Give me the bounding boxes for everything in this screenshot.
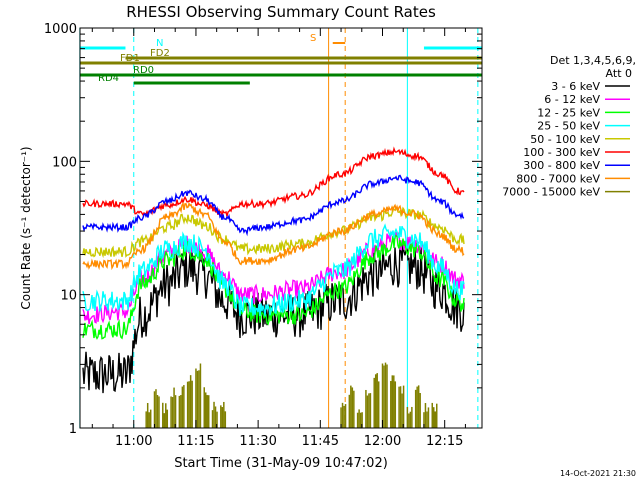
series-5-line	[82, 146, 465, 218]
legend-label-7: 800 - 7000 keV	[516, 172, 600, 185]
timestamp: 14-Oct-2021 21:30	[560, 469, 636, 478]
flag-label-s: S	[310, 33, 316, 44]
series-6	[82, 174, 465, 237]
x-axis-label: Start Time (31-May-09 10:47:02)	[174, 456, 388, 471]
y-tick-label-1: 10	[60, 289, 77, 304]
legend-header-line-2: Att 0	[606, 67, 632, 80]
series-4	[82, 206, 465, 259]
flag-label-rd0: RD0	[133, 65, 154, 76]
series-7-line	[82, 201, 465, 271]
x-tick-label-0: 11:00	[115, 434, 152, 449]
legend-header-line-1: Det 1,3,4,5,6,9,	[550, 54, 636, 67]
legend-label-4: 50 - 100 keV	[530, 133, 600, 146]
plot-frame	[79, 27, 483, 429]
chart-title: RHESSI Observing Summary Count Rates	[126, 3, 436, 21]
series-2-line	[82, 234, 465, 340]
y-tick-label-0: 1	[69, 422, 77, 437]
x-tick-label-5: 12:15	[426, 434, 463, 449]
series-7	[82, 201, 465, 271]
flag-label-n: N	[156, 38, 163, 49]
series-4-line	[82, 206, 465, 259]
flag-bars: NFD1FD2RD0RD4S	[79, 33, 482, 85]
series-3	[82, 223, 465, 317]
legend-label-1: 6 - 12 keV	[544, 93, 600, 106]
legend-label-2: 12 - 25 keV	[537, 106, 600, 119]
series-8	[145, 362, 438, 428]
legend-label-5: 100 - 300 keV	[523, 146, 600, 159]
flag-label-fd2: FD2	[150, 48, 170, 59]
y-axis-label: Count Rate (s⁻¹ detector⁻¹)	[19, 146, 33, 309]
y-tick-label-3: 1000	[44, 22, 77, 37]
series-layer	[82, 146, 465, 428]
legend-label-6: 300 - 800 keV	[523, 159, 600, 172]
x-tick-label-2: 11:30	[239, 434, 276, 449]
x-tick-label-4: 12:00	[364, 434, 401, 449]
legend-label-0: 3 - 6 keV	[551, 80, 600, 93]
series-3-line	[82, 223, 465, 317]
y-axis: 1 10 100 1000	[44, 22, 482, 437]
x-tick-label-1: 11:15	[177, 434, 214, 449]
legend-label-3: 25 - 50 keV	[537, 120, 600, 133]
x-axis: 11:00 11:15 11:30 11:45 12:00 12:15	[91, 28, 466, 449]
legend-label-8: 7000 - 15000 keV	[502, 186, 600, 199]
x-tick-label-3: 11:45	[302, 434, 339, 449]
flag-label-rd4: RD4	[98, 73, 119, 84]
y-tick-label-2: 100	[52, 155, 77, 170]
series-6-line	[82, 174, 465, 237]
series-2	[82, 234, 465, 340]
series-5	[82, 146, 465, 218]
